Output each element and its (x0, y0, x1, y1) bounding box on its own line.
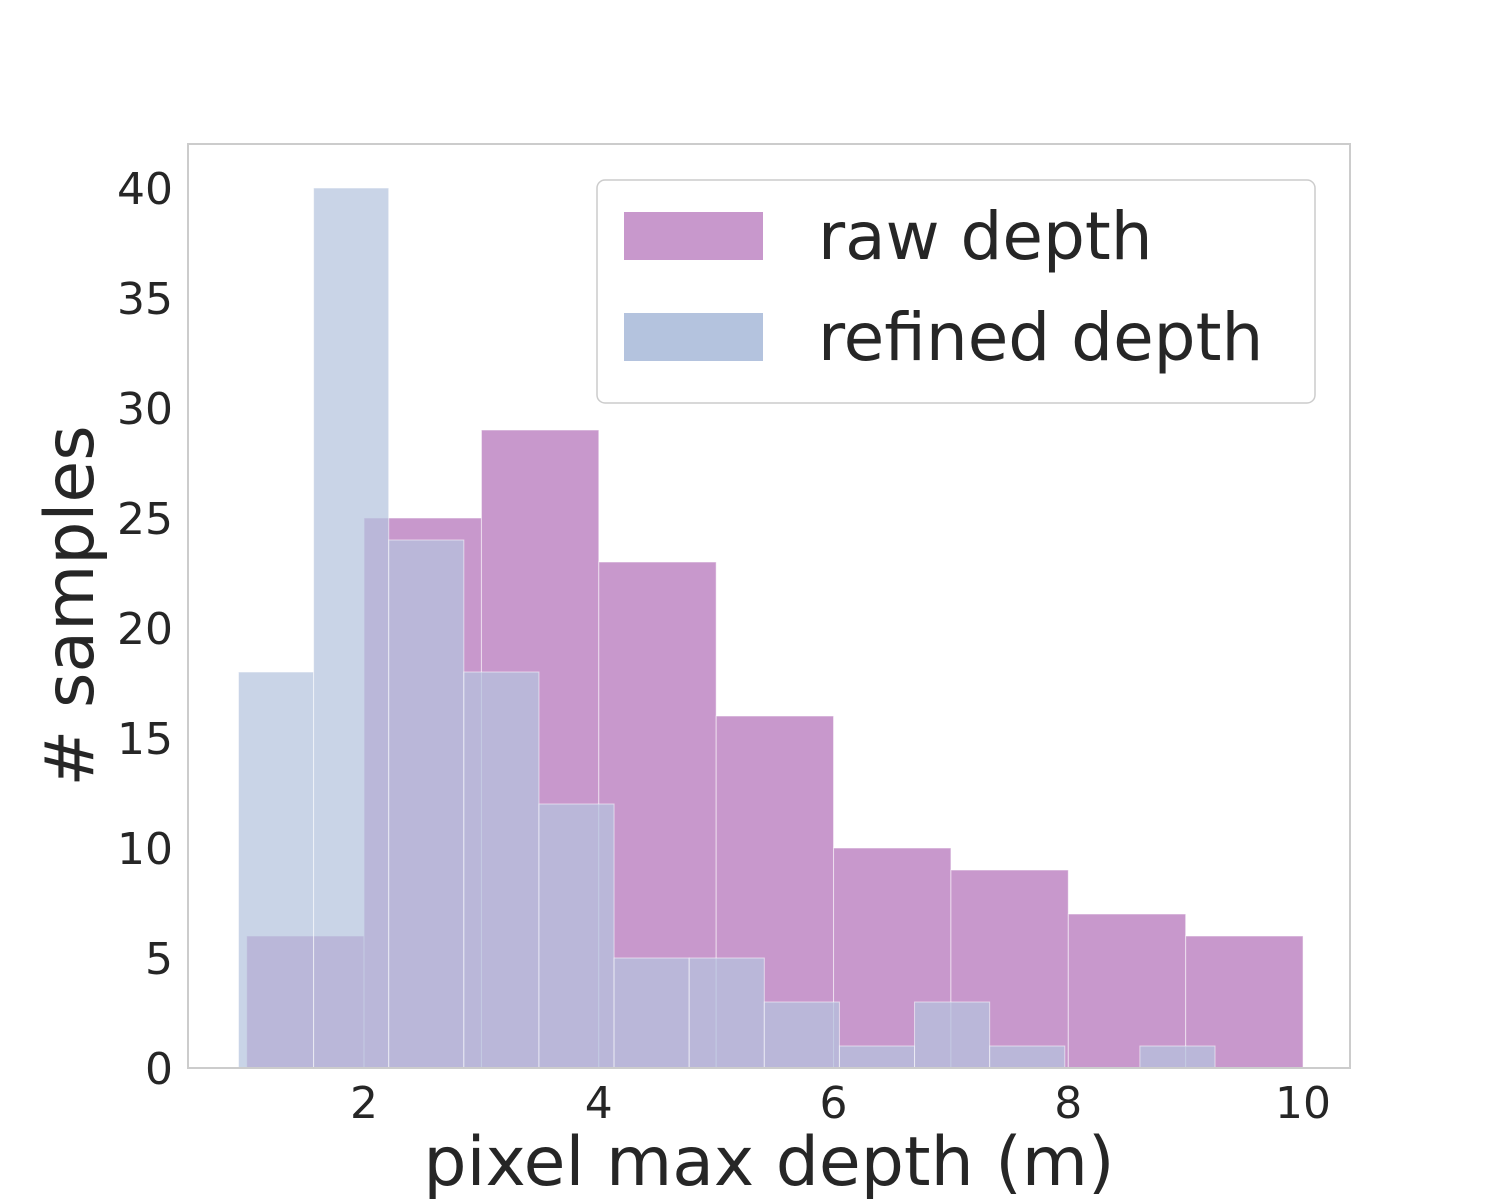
bar-refined-depth-6 (688, 957, 765, 1069)
legend-swatch-raw-depth (624, 212, 763, 260)
bar-refined-depth-5 (613, 957, 690, 1069)
bar-refined-depth-12 (1139, 1045, 1216, 1069)
bar-refined-depth-7 (763, 1001, 840, 1069)
x-axis-label: pixel max depth (m) (423, 1123, 1114, 1200)
series-refined-depth (237, 187, 1216, 1069)
y-tick-label: 40 (117, 164, 173, 215)
x-tick-label: 8 (1054, 1078, 1082, 1129)
legend-label-refined-depth: refined depth (818, 299, 1263, 376)
bar-refined-depth-8 (838, 1045, 916, 1069)
y-tick-label: 35 (117, 274, 173, 325)
plot-frame (187, 143, 1351, 1069)
legend: raw depth refined depth (596, 179, 1316, 404)
x-tick-label: 2 (350, 1078, 378, 1129)
x-tick-labels: 2 4 6 8 10 (350, 1078, 1331, 1129)
bar-refined-depth-0 (237, 671, 315, 1069)
y-tick-label: 5 (145, 934, 173, 985)
bar-raw-depth-7 (1067, 913, 1187, 1069)
x-tick-label: 6 (820, 1078, 848, 1129)
y-tick-label: 25 (117, 494, 173, 545)
bar-refined-depth-3 (463, 671, 540, 1069)
y-tick-label: 10 (117, 824, 173, 875)
legend-label-raw-depth: raw depth (818, 198, 1153, 275)
y-tick-labels: 0 5 10 15 20 25 30 35 40 (117, 164, 173, 1095)
bar-refined-depth-9 (914, 1001, 991, 1069)
x-tick-label: 10 (1275, 1078, 1331, 1129)
y-tick-label: 15 (117, 714, 173, 765)
y-tick-label: 20 (117, 604, 173, 655)
legend-swatch-refined-depth (624, 313, 763, 361)
y-tick-label: 0 (145, 1044, 173, 1095)
y-tick-label: 30 (117, 384, 173, 435)
bar-refined-depth-10 (989, 1045, 1066, 1069)
legend-box (596, 179, 1316, 404)
bars-layer (237, 187, 1304, 1069)
bar-refined-depth-2 (388, 539, 465, 1069)
bar-refined-depth-4 (538, 803, 615, 1069)
y-axis-label: # samples (31, 425, 110, 786)
bar-refined-depth-1 (313, 187, 390, 1069)
x-tick-label: 4 (585, 1078, 613, 1129)
